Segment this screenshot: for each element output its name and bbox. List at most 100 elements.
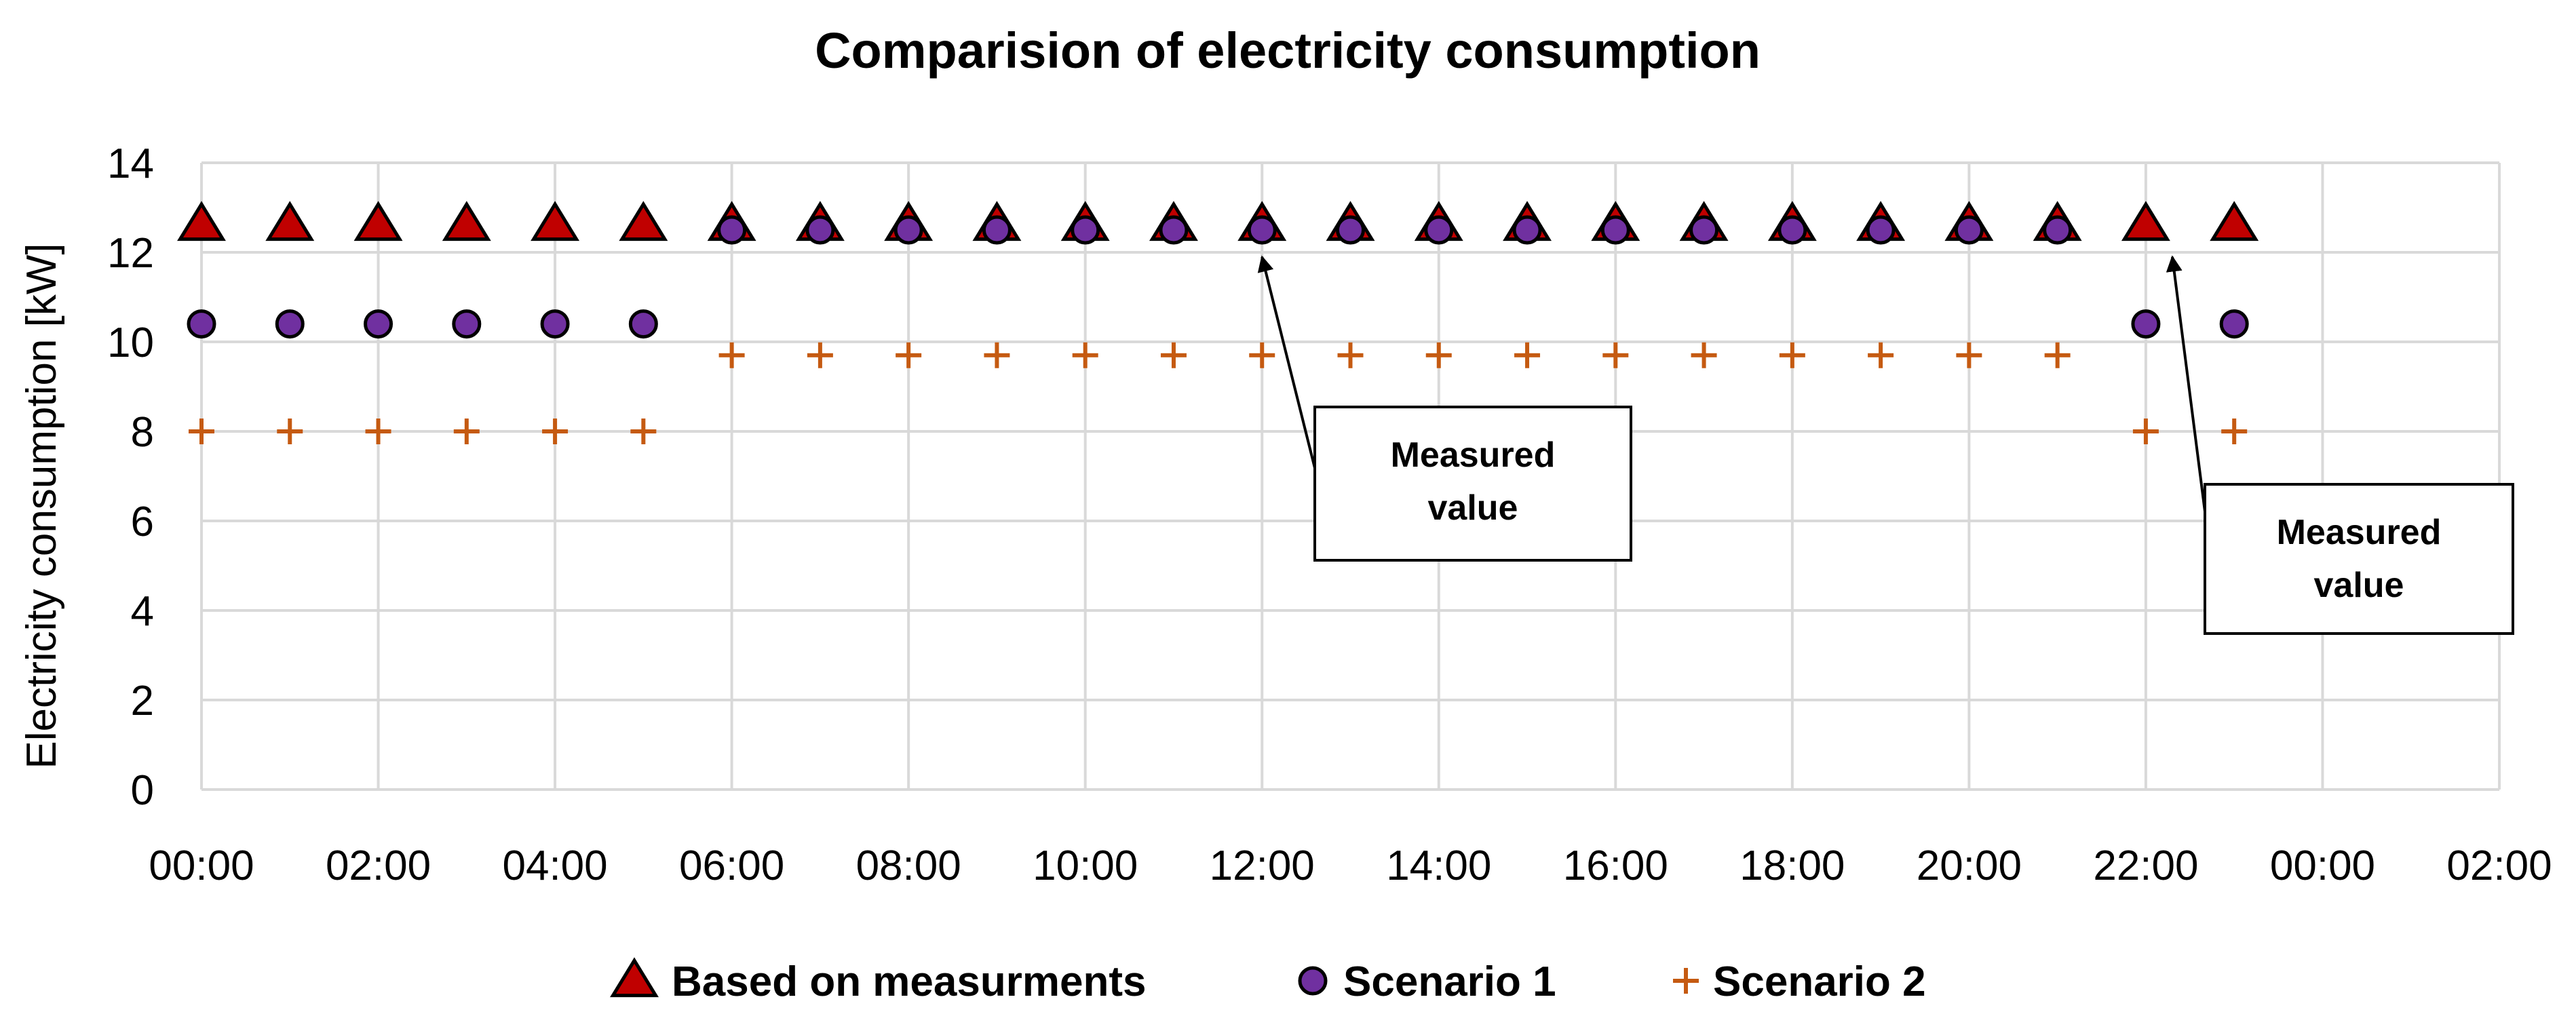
legend-item: Based on measurments — [610, 957, 1146, 1005]
callout-text-line1: Measured — [2277, 513, 2442, 552]
data-point — [442, 201, 491, 241]
y-tick-labels: 0 2 4 6 8 10 12 14 — [107, 140, 154, 814]
data-point — [453, 419, 480, 444]
data-point — [2221, 419, 2248, 444]
data-point — [1602, 342, 1629, 368]
data-point — [2131, 309, 2161, 339]
y-tick-label: 0 — [131, 767, 154, 814]
data-point — [531, 201, 580, 241]
data-point — [1600, 215, 1630, 245]
data-point — [353, 201, 403, 241]
data-point — [177, 201, 226, 241]
data-point — [189, 419, 214, 444]
data-point — [365, 419, 391, 444]
data-point — [542, 419, 569, 444]
data-point — [2044, 342, 2071, 368]
legend-label: Scenario 2 — [1713, 958, 1926, 1005]
x-tick-labels: 00:00 02:00 04:00 06:00 08:00 10:00 12:00 14:00… — [149, 842, 2552, 889]
data-point — [984, 342, 1010, 368]
callout-text-line2: value — [1428, 488, 1518, 528]
data-point — [805, 215, 835, 245]
data-point — [275, 309, 305, 339]
x-tick-label: 02:00 — [2446, 842, 2552, 889]
x-tick-label: 02:00 — [326, 842, 431, 889]
data-point — [265, 201, 315, 241]
data-point — [1866, 215, 1896, 245]
data-point — [628, 309, 658, 339]
data-point — [1689, 215, 1719, 245]
data-point — [1777, 215, 1807, 245]
y-tick-label: 14 — [107, 140, 154, 187]
data-point — [2210, 201, 2259, 241]
series-1 — [177, 201, 2259, 241]
data-point — [893, 215, 923, 245]
data-point — [540, 309, 570, 339]
data-point — [1512, 215, 1542, 245]
y-tick-label: 12 — [107, 230, 154, 277]
legend-marker — [610, 957, 659, 998]
data-point — [364, 309, 393, 339]
callout-box — [1313, 406, 1632, 562]
data-point — [277, 419, 303, 444]
data-point — [1247, 215, 1277, 245]
data-point — [1071, 215, 1100, 245]
data-point — [1160, 342, 1187, 368]
data-point — [896, 342, 922, 368]
data-point — [1779, 342, 1805, 368]
data-point — [2043, 215, 2073, 245]
x-tick-label: 06:00 — [679, 842, 784, 889]
y-tick-label: 6 — [131, 499, 154, 545]
legend-marker — [1673, 968, 1699, 994]
data-point — [452, 309, 482, 339]
annotations: Measured value Measured value — [1257, 255, 2514, 635]
data-point — [718, 342, 745, 368]
series-2 — [187, 215, 2249, 339]
y-tick-label: 8 — [131, 409, 154, 456]
data-point — [1514, 342, 1541, 368]
y-tick-label: 2 — [131, 678, 154, 724]
data-point — [2132, 419, 2159, 444]
x-tick-label: 20:00 — [1917, 842, 2022, 889]
data-point — [1954, 215, 1984, 245]
x-tick-label: 12:00 — [1210, 842, 1315, 889]
data-point — [1425, 342, 1452, 368]
chart-title: Comparision of electricity consumption — [815, 22, 1761, 79]
x-tick-label: 18:00 — [1739, 842, 1845, 889]
x-tick-label: 00:00 — [2270, 842, 2375, 889]
data-point — [2121, 201, 2170, 241]
callout-arrow — [2166, 255, 2206, 512]
x-tick-label: 08:00 — [856, 842, 961, 889]
callout-arrow — [1257, 255, 1316, 469]
data-point — [2219, 309, 2249, 339]
legend-label: Scenario 1 — [1343, 958, 1556, 1005]
data-point — [1868, 342, 1894, 368]
legend-label: Based on measurments — [672, 958, 1146, 1005]
data-point — [1072, 342, 1098, 368]
y-tick-label: 10 — [107, 319, 154, 366]
data-point — [1424, 215, 1454, 245]
x-tick-label: 00:00 — [149, 842, 254, 889]
data-point — [982, 215, 1012, 245]
x-tick-label: 22:00 — [2093, 842, 2198, 889]
data-point — [630, 419, 657, 444]
y-axis-label: Electricity consumption [kW] — [18, 243, 65, 769]
callout-text-line2: value — [2314, 566, 2404, 605]
series-layer — [177, 201, 2259, 444]
callout: Measured value — [2166, 255, 2514, 635]
data-point — [1691, 342, 1717, 368]
callout-text-line1: Measured — [1391, 435, 1556, 475]
callout-box — [2204, 483, 2514, 635]
legend-item: Scenario 1 — [1298, 958, 1556, 1005]
legend-item: Scenario 2 — [1673, 958, 1926, 1005]
data-point — [717, 215, 747, 245]
callout: Measured value — [1257, 255, 1632, 562]
data-point — [1249, 342, 1275, 368]
legend-marker — [1298, 966, 1328, 996]
data-point — [187, 309, 216, 339]
data-point — [1159, 215, 1189, 245]
data-point — [807, 342, 833, 368]
data-point — [619, 201, 668, 241]
data-point — [1956, 342, 1982, 368]
legend: Based on measurments Scenario 1 Scenario 2 — [610, 957, 1926, 1005]
